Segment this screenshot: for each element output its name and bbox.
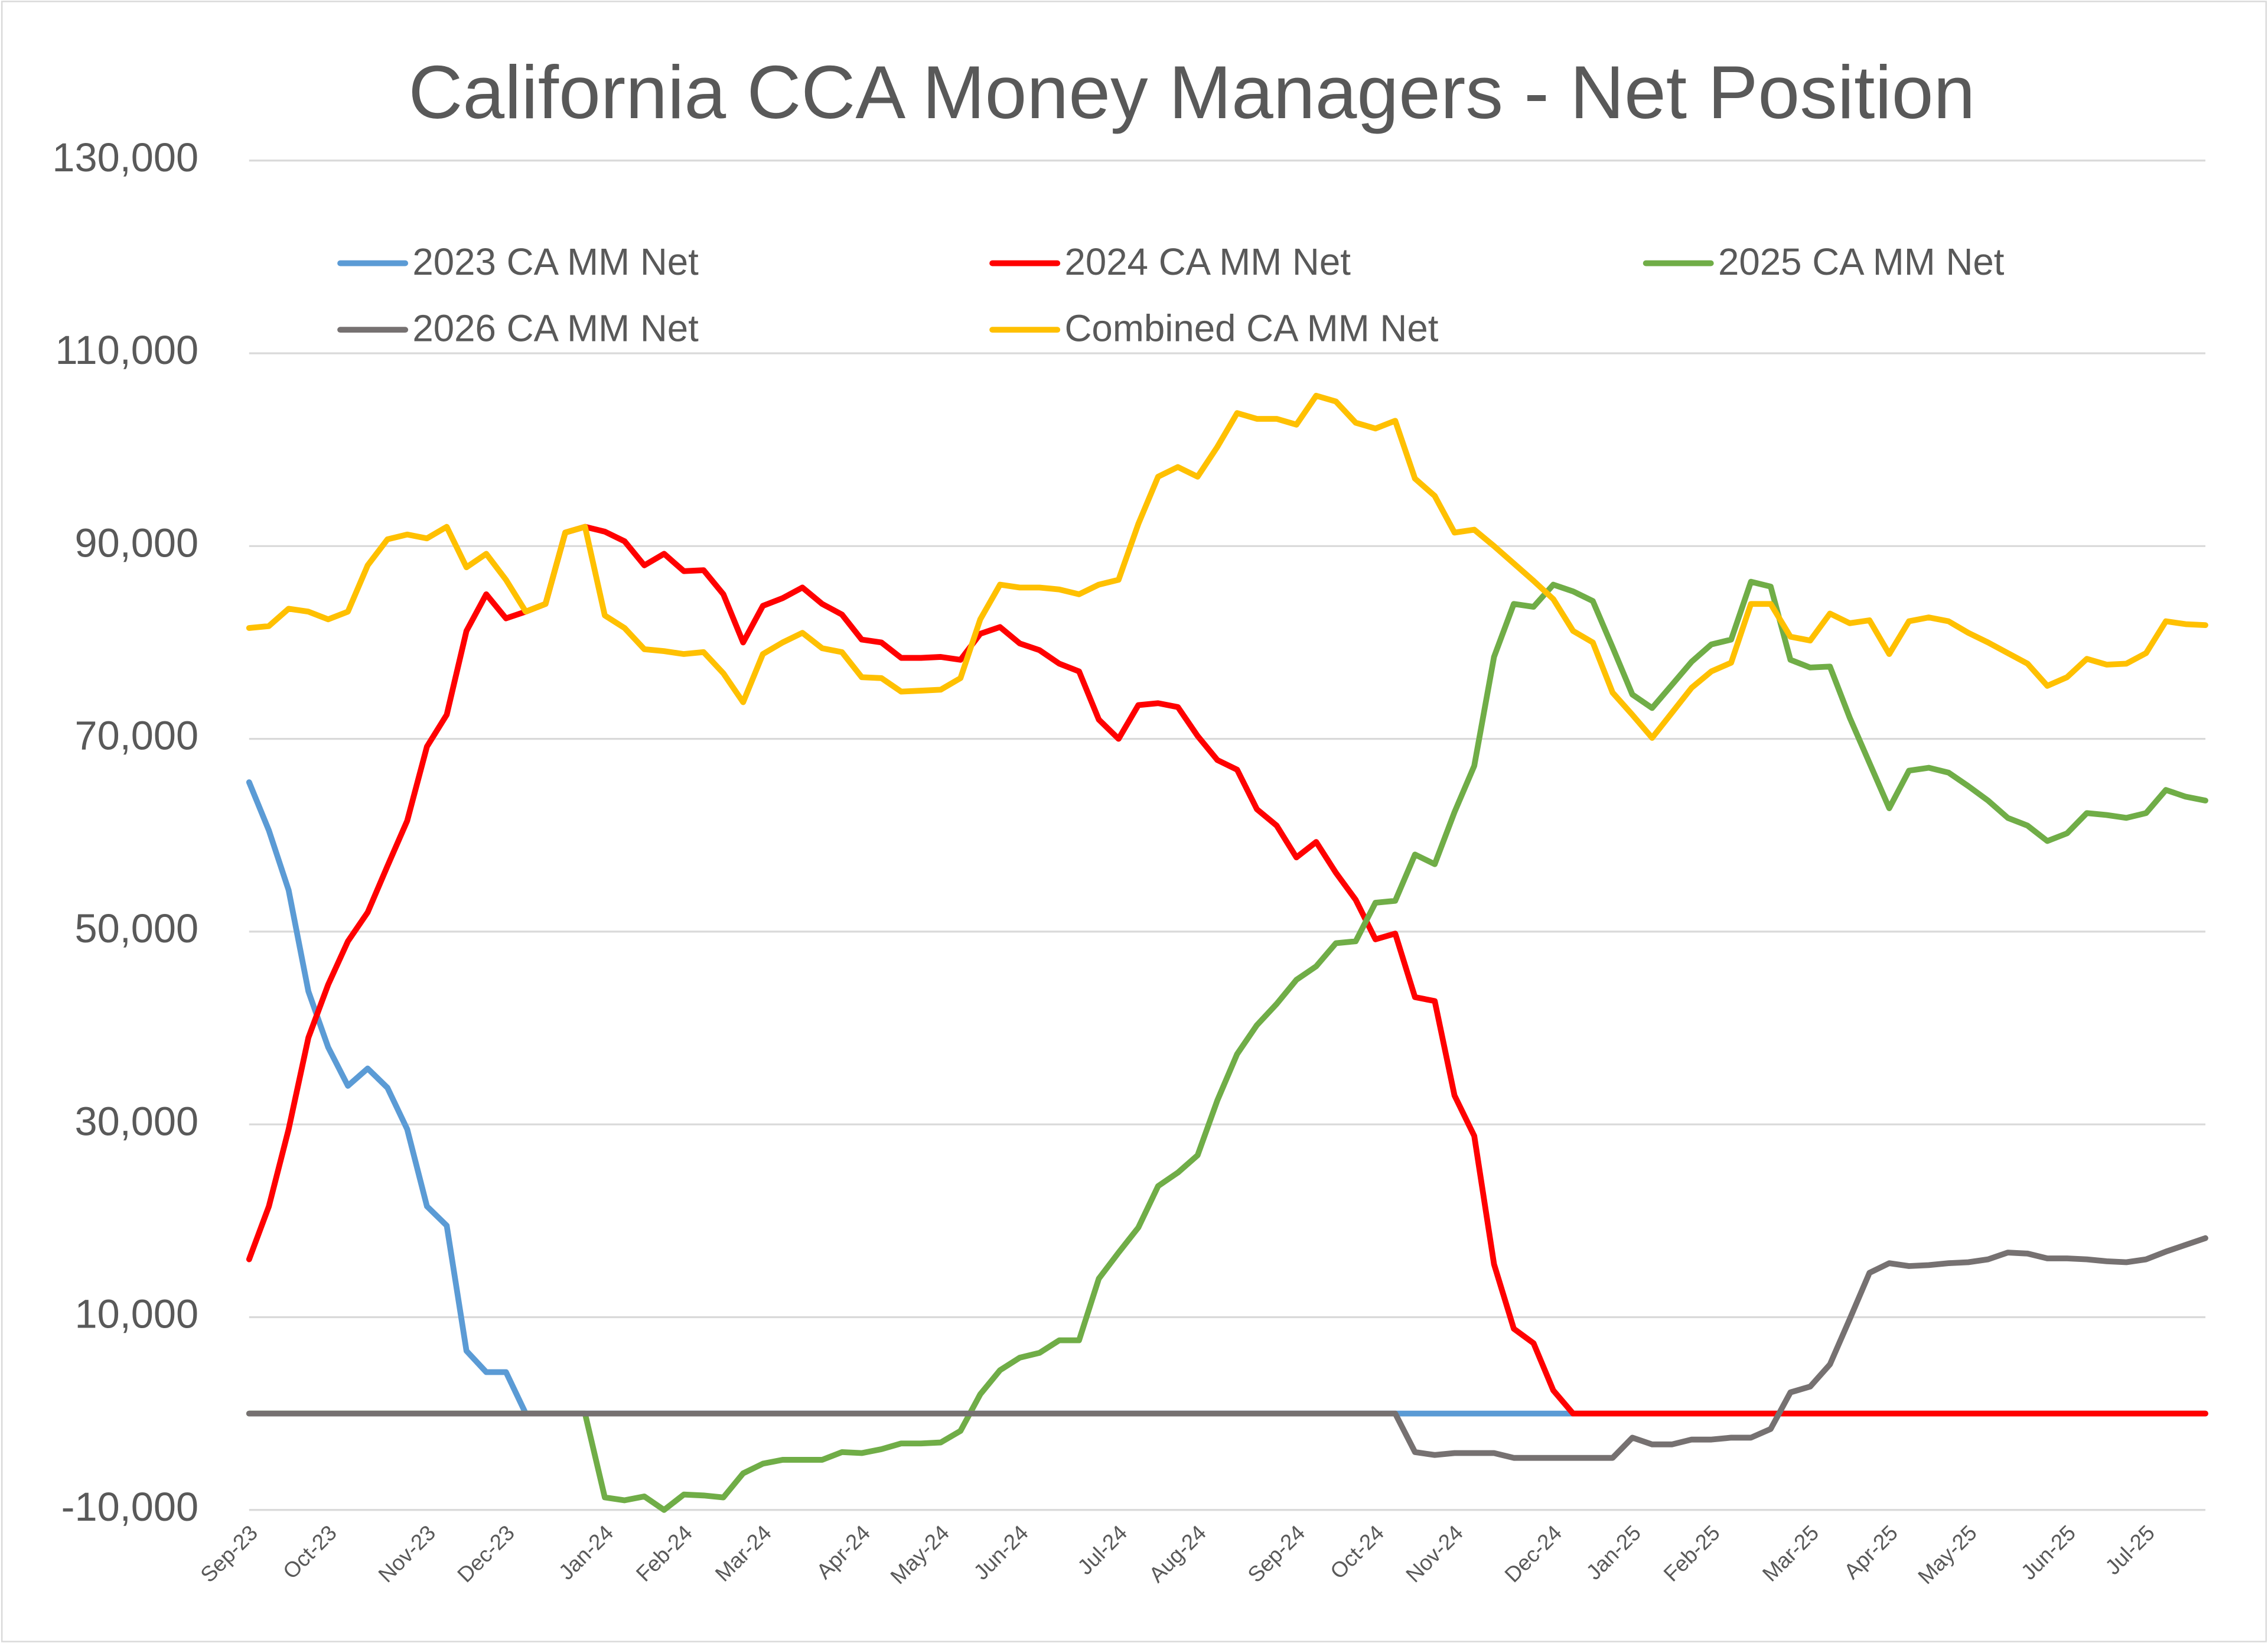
legend-label: Combined CA MM Net: [1064, 307, 1438, 349]
y-tick-label: 70,000: [74, 713, 198, 759]
legend-label: 2024 CA MM Net: [1064, 241, 1351, 283]
y-tick-label: 90,000: [74, 520, 198, 565]
y-tick-label: 30,000: [74, 1098, 198, 1144]
y-tick-label: 130,000: [52, 135, 198, 180]
legend-label: 2026 CA MM Net: [412, 307, 699, 349]
series-line: [246, 1235, 2208, 1461]
y-tick-label: 50,000: [74, 906, 198, 951]
chart-title: California CCA Money Managers - Net Posi…: [409, 50, 1976, 134]
legend-label: 2023 CA MM Net: [412, 241, 699, 283]
legend-label: 2025 CA MM Net: [1718, 241, 2005, 283]
y-tick-label: -10,000: [61, 1484, 198, 1530]
y-tick-label: 110,000: [55, 327, 198, 373]
y-tick-label: 10,000: [74, 1291, 198, 1337]
series-line: [246, 392, 2208, 741]
